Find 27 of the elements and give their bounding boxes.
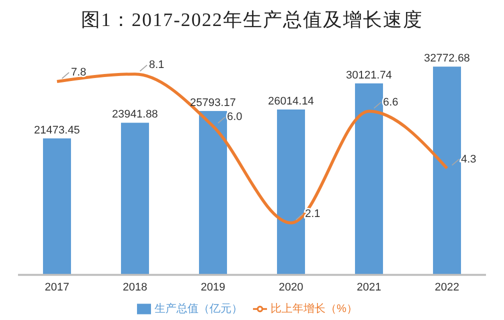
bar — [43, 138, 71, 275]
data-label: 30121.74 — [346, 69, 392, 82]
data-label: 21473.45 — [34, 124, 80, 136]
data-label: 23941.88 — [112, 108, 158, 121]
data-label: 32772.68 — [424, 52, 470, 65]
x-tick-label: 2019 — [200, 282, 226, 294]
legend-label: 生产总值（亿元） — [154, 302, 243, 315]
data-label: 8.1 — [149, 59, 164, 72]
data-label: 6.6 — [383, 96, 398, 108]
data-label: 25793.17 — [190, 96, 236, 109]
x-tick-label: 2022 — [434, 282, 460, 294]
x-tick-label: 2018 — [122, 282, 148, 294]
legend-label: 比上年增长（%） — [270, 302, 358, 315]
chart-title: 图1：2017-2022年生产总值及增长速度 — [80, 9, 424, 33]
bar — [199, 110, 227, 275]
data-label: 6.0 — [227, 111, 242, 124]
bar — [121, 122, 149, 275]
bar — [355, 83, 383, 275]
data-label: 26014.14 — [268, 96, 314, 108]
data-label: 4.3 — [461, 153, 476, 166]
bar — [277, 110, 305, 275]
x-tick-label: 2020 — [278, 282, 304, 294]
data-label: 2.1 — [305, 208, 320, 220]
x-tick-label: 2021 — [356, 282, 382, 294]
bar — [433, 66, 461, 275]
data-label: 7.8 — [71, 66, 86, 79]
x-tick-label: 2017 — [44, 282, 70, 294]
